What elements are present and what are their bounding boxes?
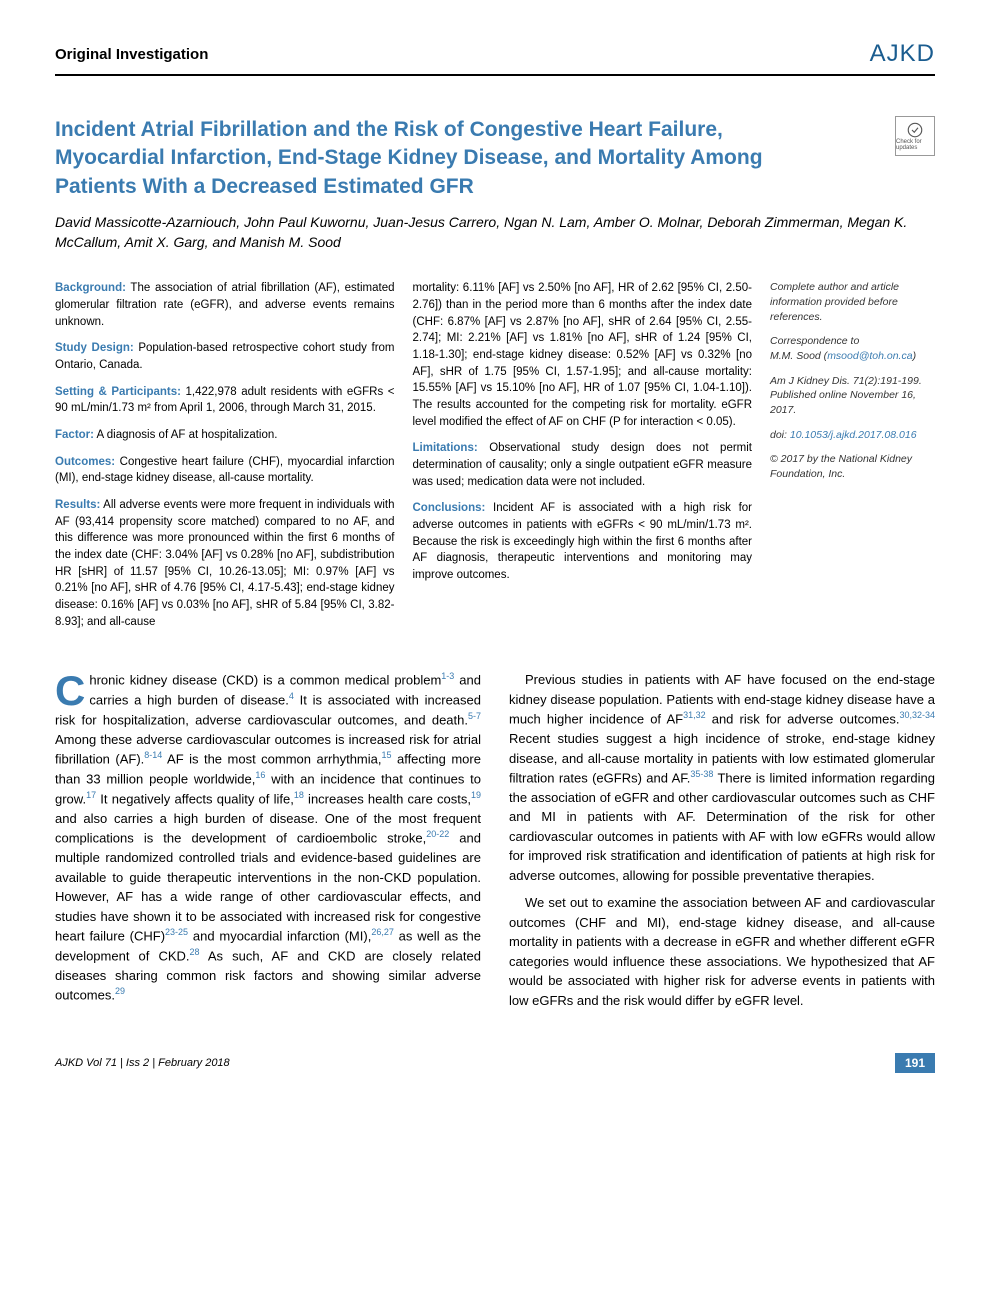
- page-footer: AJKD Vol 71 | Iss 2 | February 2018 191: [55, 1053, 935, 1073]
- abstract-col-1: Background: The association of atrial fi…: [55, 280, 395, 640]
- body-col-2: Previous studies in patients with AF hav…: [509, 670, 935, 1018]
- body-col-1: Chronic kidney disease (CKD) is a common…: [55, 670, 481, 1018]
- abstract-label: Conclusions:: [413, 502, 486, 514]
- ref-link[interactable]: 30,32-34: [899, 710, 935, 720]
- sidebar-citation: Am J Kidney Dis. 71(2):191-199. Publishe…: [770, 374, 935, 418]
- title-block: Incident Atrial Fibrillation and the Ris…: [55, 116, 935, 201]
- ref-link[interactable]: 28: [190, 947, 200, 957]
- journal-logo: AJKD: [870, 40, 935, 68]
- ref-link[interactable]: 16: [255, 770, 265, 780]
- ref-link[interactable]: 29: [115, 986, 125, 996]
- check-updates-icon: [906, 121, 924, 139]
- abstract-label: Limitations:: [413, 442, 478, 454]
- ref-link[interactable]: 19: [471, 790, 481, 800]
- abstract-region: Background: The association of atrial fi…: [55, 280, 935, 640]
- ref-link[interactable]: 17: [86, 790, 96, 800]
- correspondence-close: ): [913, 350, 917, 362]
- page-number: 191: [895, 1053, 935, 1073]
- ref-link[interactable]: 18: [294, 790, 304, 800]
- correspondence-email-link[interactable]: msood@toh.on.ca: [827, 350, 912, 362]
- correspondence-label: Correspondence to: [770, 335, 859, 347]
- sidebar-copyright: © 2017 by the National Kidney Foundation…: [770, 452, 935, 481]
- dropcap: C: [55, 670, 89, 709]
- abstract-label: Background:: [55, 282, 126, 294]
- abstract-label: Outcomes:: [55, 456, 115, 468]
- check-updates-badge[interactable]: Check for updates: [895, 116, 935, 156]
- ref-link[interactable]: 35-38: [690, 769, 713, 779]
- section-label: Original Investigation: [55, 46, 208, 63]
- abstract-label: Setting & Participants:: [55, 386, 181, 398]
- footer-citation: AJKD Vol 71 | Iss 2 | February 2018: [55, 1057, 230, 1069]
- body-para: We set out to examine the association be…: [509, 893, 935, 1010]
- sidebar-correspondence: Correspondence to M.M. Sood (msood@toh.o…: [770, 334, 935, 363]
- body-para: Chronic kidney disease (CKD) is a common…: [55, 670, 481, 1005]
- ref-link[interactable]: 5-7: [468, 711, 481, 721]
- abstract-text: A diagnosis of AF at hospitalization.: [94, 429, 277, 441]
- abstract-label: Study Design:: [55, 342, 134, 354]
- abstract-text: mortality: 6.11% [AF] vs 2.50% [no AF], …: [413, 282, 753, 427]
- doi-link[interactable]: 10.1053/j.ajkd.2017.08.016: [790, 429, 917, 441]
- ref-link[interactable]: 31,32: [683, 710, 706, 720]
- page-header: Original Investigation AJKD: [55, 40, 935, 76]
- ref-link[interactable]: 15: [381, 750, 391, 760]
- ref-link[interactable]: 23-25: [165, 927, 188, 937]
- authors: David Massicotte-Azarniouch, John Paul K…: [55, 213, 935, 252]
- correspondence-name: M.M. Sood (: [770, 350, 827, 362]
- body-region: Chronic kidney disease (CKD) is a common…: [55, 670, 935, 1018]
- ref-link[interactable]: 20-22: [426, 829, 449, 839]
- sidebar-author-note: Complete author and article information …: [770, 280, 935, 324]
- ref-link[interactable]: 1-3: [441, 671, 454, 681]
- abstract-col-2: mortality: 6.11% [AF] vs 2.50% [no AF], …: [413, 280, 753, 640]
- sidebar-doi: doi: 10.1053/j.ajkd.2017.08.016: [770, 428, 935, 443]
- ref-link[interactable]: 26,27: [371, 927, 394, 937]
- abstract-text: All adverse events were more frequent in…: [55, 499, 395, 628]
- doi-label: doi:: [770, 429, 790, 441]
- article-info-sidebar: Complete author and article information …: [770, 280, 935, 640]
- abstract-label: Results:: [55, 499, 100, 511]
- body-para: Previous studies in patients with AF hav…: [509, 670, 935, 885]
- abstract-label: Factor:: [55, 429, 94, 441]
- ref-link[interactable]: 8-14: [144, 750, 162, 760]
- check-updates-label: Check for updates: [896, 139, 934, 151]
- article-title: Incident Atrial Fibrillation and the Ris…: [55, 116, 895, 201]
